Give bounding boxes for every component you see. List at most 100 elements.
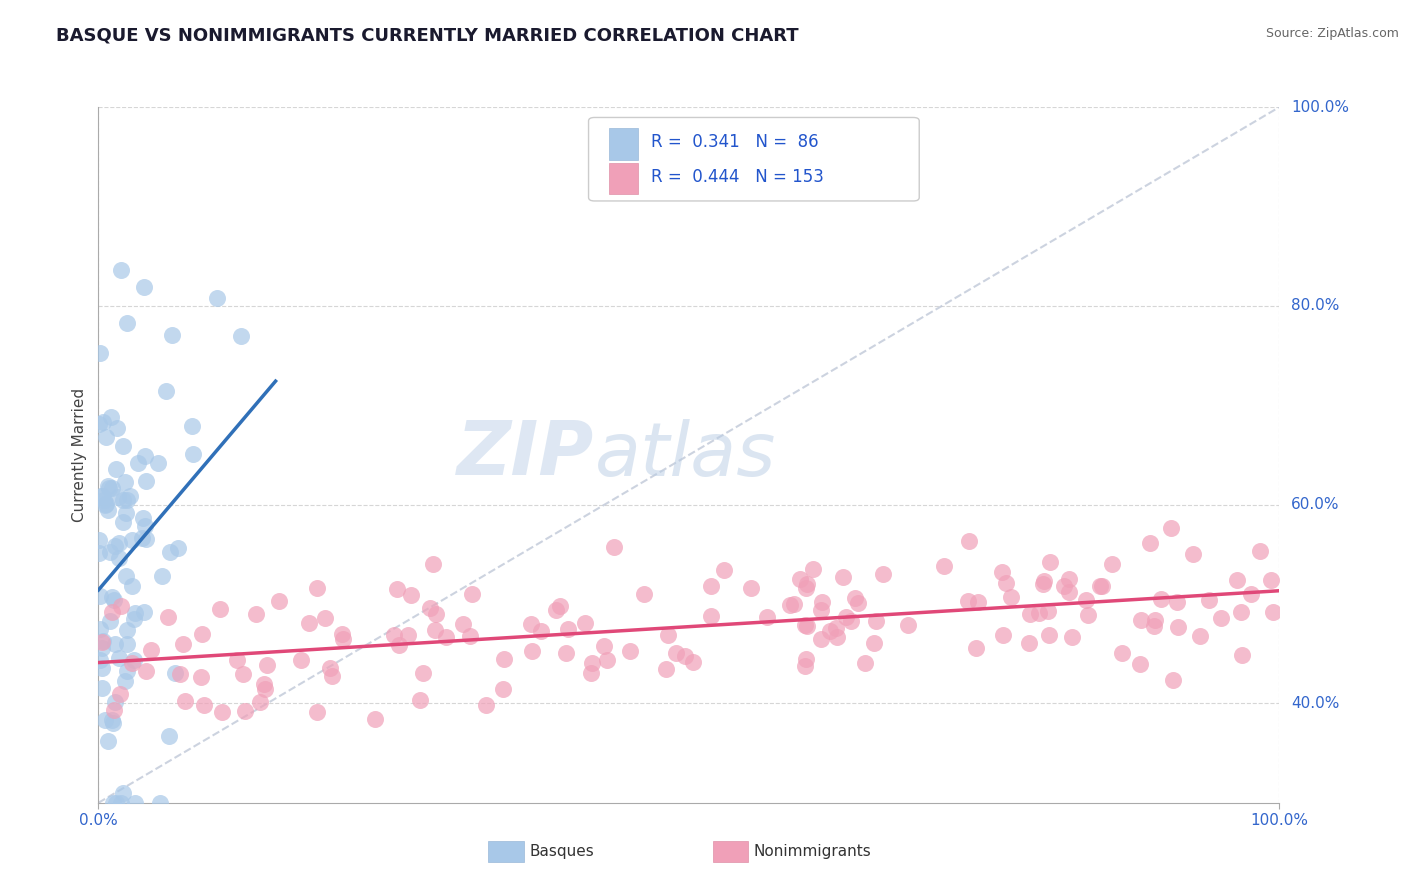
Point bbox=[225, 652, 247, 666]
Point bbox=[619, 644, 641, 658]
Point bbox=[98, 614, 121, 628]
Text: 40.0%: 40.0% bbox=[1291, 696, 1340, 711]
Point bbox=[105, 796, 128, 810]
Point bbox=[135, 665, 157, 679]
Point bbox=[865, 614, 887, 628]
Point bbox=[181, 447, 204, 461]
Point bbox=[124, 606, 146, 620]
Point bbox=[305, 705, 328, 719]
Point bbox=[957, 594, 980, 608]
Point bbox=[544, 603, 567, 617]
Point bbox=[169, 667, 191, 681]
Point bbox=[1240, 587, 1263, 601]
Point bbox=[1260, 573, 1282, 587]
Point bbox=[1088, 579, 1111, 593]
Point bbox=[1057, 585, 1080, 599]
Point bbox=[157, 610, 180, 624]
Point bbox=[385, 582, 408, 596]
Point bbox=[412, 666, 434, 681]
Point bbox=[863, 635, 886, 649]
Point bbox=[174, 694, 197, 708]
Point bbox=[700, 578, 723, 592]
Point bbox=[633, 587, 655, 601]
Point bbox=[434, 630, 457, 644]
Point bbox=[897, 617, 920, 632]
Point bbox=[991, 628, 1014, 642]
Point bbox=[425, 607, 447, 622]
Point bbox=[1230, 648, 1253, 663]
Point bbox=[150, 569, 173, 583]
Point bbox=[321, 669, 343, 683]
Point bbox=[1226, 573, 1249, 587]
Point bbox=[475, 698, 498, 712]
Point bbox=[104, 462, 127, 476]
Point bbox=[1143, 619, 1166, 633]
Point bbox=[794, 581, 817, 595]
Text: Source: ZipAtlas.com: Source: ZipAtlas.com bbox=[1265, 27, 1399, 40]
Point bbox=[233, 704, 256, 718]
Point bbox=[713, 563, 735, 577]
Point bbox=[167, 541, 190, 555]
Point bbox=[103, 716, 125, 731]
Point bbox=[155, 384, 177, 398]
Point bbox=[139, 642, 162, 657]
Point bbox=[1018, 636, 1040, 650]
Point bbox=[110, 262, 132, 277]
Point bbox=[789, 572, 811, 586]
Point bbox=[132, 280, 155, 294]
FancyBboxPatch shape bbox=[609, 128, 638, 160]
Y-axis label: Currently Married: Currently Married bbox=[72, 388, 87, 522]
Point bbox=[832, 569, 855, 583]
Point bbox=[205, 291, 228, 305]
Point bbox=[121, 579, 143, 593]
Point bbox=[89, 345, 111, 359]
Point bbox=[793, 617, 815, 632]
Point bbox=[422, 557, 444, 571]
Point bbox=[319, 661, 342, 675]
Point bbox=[114, 475, 136, 490]
Point bbox=[135, 532, 157, 546]
Point bbox=[811, 594, 834, 608]
Point bbox=[117, 316, 139, 330]
Point bbox=[520, 644, 543, 658]
Point bbox=[574, 615, 596, 630]
Point bbox=[132, 511, 155, 525]
Point bbox=[98, 545, 121, 559]
Point bbox=[90, 681, 112, 695]
Point bbox=[115, 569, 138, 583]
Text: atlas: atlas bbox=[595, 419, 776, 491]
Point bbox=[1230, 605, 1253, 619]
Point bbox=[835, 610, 858, 624]
Point bbox=[794, 658, 817, 673]
Point bbox=[114, 673, 136, 688]
Point bbox=[131, 532, 153, 546]
Point bbox=[1188, 629, 1211, 643]
Point bbox=[93, 498, 115, 512]
Point bbox=[853, 657, 876, 671]
Point bbox=[783, 598, 806, 612]
Point bbox=[1249, 544, 1271, 558]
Point bbox=[148, 456, 170, 470]
Point bbox=[91, 489, 114, 503]
Point bbox=[396, 628, 419, 642]
Point bbox=[1129, 657, 1152, 672]
Point bbox=[110, 599, 132, 614]
Text: BASQUE VS NONIMMIGRANTS CURRENTLY MARRIED CORRELATION CHART: BASQUE VS NONIMMIGRANTS CURRENTLY MARRIE… bbox=[56, 27, 799, 45]
Point bbox=[115, 623, 138, 637]
Point bbox=[91, 415, 114, 429]
Point bbox=[1057, 572, 1080, 586]
Point bbox=[93, 492, 115, 507]
Point bbox=[134, 519, 156, 533]
Point bbox=[101, 796, 124, 810]
Point bbox=[548, 599, 571, 613]
Point bbox=[1209, 611, 1232, 625]
Point bbox=[87, 417, 110, 431]
Point bbox=[191, 627, 214, 641]
Text: Nonimmigrants: Nonimmigrants bbox=[754, 844, 872, 859]
Point bbox=[121, 656, 143, 670]
Point bbox=[89, 622, 111, 636]
Point bbox=[101, 605, 124, 619]
Point bbox=[232, 666, 254, 681]
FancyBboxPatch shape bbox=[713, 841, 748, 862]
Point bbox=[121, 533, 143, 547]
